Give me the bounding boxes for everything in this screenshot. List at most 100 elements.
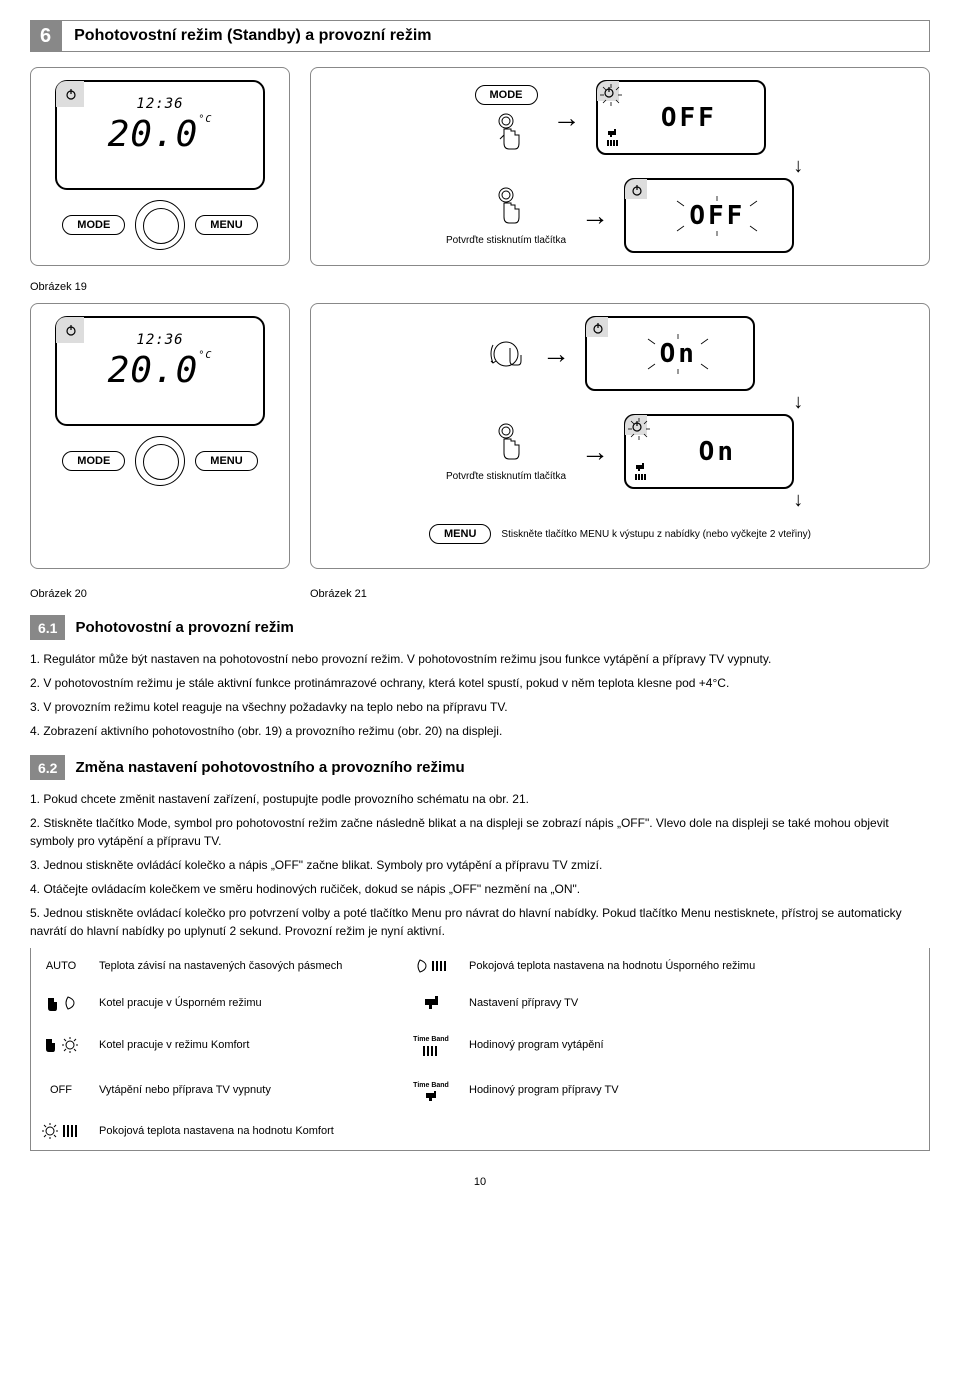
power-icon <box>65 88 77 100</box>
arrow-right-icon: → <box>581 436 609 468</box>
lcd-bottom-icons <box>606 129 620 147</box>
mode-desc: Pokojová teplota nastavena na hodnotu Ús… <box>461 948 929 984</box>
list-item: 4. Otáčejte ovládacím kolečkem ve směru … <box>30 880 930 898</box>
sunrays-icon <box>628 418 650 440</box>
empty-cell <box>461 1112 929 1150</box>
flow-diagram-top: MODE → OFF ↓ Potvrďte stisknutím tlačítk… <box>310 67 930 266</box>
lcd-temp: 20.0°C <box>108 114 213 155</box>
list-61: 1. Regulátor může být nastaven na pohoto… <box>30 650 930 740</box>
control-knob[interactable] <box>135 200 185 250</box>
control-row: MODE MENU <box>43 200 277 250</box>
mode-desc: Kotel pracuje v Úsporném režimu <box>91 984 401 1022</box>
lcd-small-on2: On <box>624 414 794 489</box>
timeband-radiator-icon: Time Band <box>401 1022 461 1068</box>
sun-radiator-icon <box>31 1112 91 1150</box>
mode-button[interactable]: MODE <box>62 451 125 471</box>
list-item: 2. V pohotovostním režimu je stále aktiv… <box>30 674 930 692</box>
empty-cell <box>401 1112 461 1150</box>
subsection-header: 6.1 Pohotovostní a provozní režim <box>30 615 930 640</box>
lcd-small-on1: On <box>585 316 755 391</box>
lcd-display: 12:36 20.0°C <box>55 80 265 190</box>
subsection-title: Změna nastavení pohotovostního a provozn… <box>65 755 474 780</box>
mode-button[interactable]: MODE <box>62 215 125 235</box>
power-icon <box>65 324 77 336</box>
flow-step-3: → On <box>323 316 917 391</box>
sunrays-icon <box>600 84 622 106</box>
list-item: 5. Jednou stiskněte ovládací kolečko pro… <box>30 904 930 940</box>
subsection-number: 6.2 <box>30 755 65 780</box>
section-title: Pohotovostní režim (Standby) a provozní … <box>61 20 930 52</box>
list-item: 1. Pokud chcete změnit nastavení zařízen… <box>30 790 930 808</box>
table-row: Pokojová teplota nastavena na hodnotu Ko… <box>31 1112 929 1150</box>
flow-diagram-bottom: → On ↓ Potvrďte stisknutím tlačítka → On <box>310 303 930 569</box>
menu-note: MENU Stiskněte tlačítko MENU k výstupu z… <box>323 524 917 544</box>
table-row: Kotel pracuje v Úsporném režimu Nastaven… <box>31 984 929 1022</box>
menu-note-text: Stiskněte tlačítko MENU k výstupu z nabí… <box>501 528 811 541</box>
radiator-icon <box>606 139 620 147</box>
power-icon <box>592 322 604 334</box>
list-item: 1. Regulátor může být nastaven na pohoto… <box>30 650 930 668</box>
blink-rays-icon <box>643 334 713 374</box>
list-item: 3. V provozním režimu kotel reaguje na v… <box>30 698 930 716</box>
arrow-down-icon: ↓ <box>679 155 917 178</box>
tap-icon <box>606 129 618 137</box>
figure-label: Obrázek 21 <box>310 588 367 600</box>
arrow-down-icon: ↓ <box>679 391 917 414</box>
hand-press-icon <box>489 111 523 151</box>
control-row: MODE MENU <box>43 436 277 486</box>
figure-label: Obrázek 20 <box>30 588 290 600</box>
hand-sun-icon <box>31 1022 91 1068</box>
lcd-on-text: On <box>699 437 736 467</box>
device-box-top: 12:36 20.0°C MODE MENU <box>30 67 290 266</box>
figure-label: Obrázek 19 <box>30 281 930 293</box>
menu-button[interactable]: MENU <box>195 215 257 235</box>
mode-desc: Nastavení přípravy TV <box>461 984 929 1022</box>
mode-desc: Vytápění nebo příprava TV vypnuty <box>91 1068 401 1112</box>
list-item: 3. Jednou stiskněte ovládácí kolečko a n… <box>30 856 930 874</box>
arrow-right-icon: → <box>553 102 581 134</box>
figure-labels-row: Obrázek 20 Obrázek 21 <box>30 584 930 600</box>
arrow-right-icon: → <box>581 200 609 232</box>
arrow-down-icon: ↓ <box>679 489 917 512</box>
radiator-icon <box>634 473 648 481</box>
lcd-time: 12:36 <box>136 96 183 112</box>
control-knob[interactable] <box>135 436 185 486</box>
lcd-temp: 20.0°C <box>108 350 213 391</box>
list-item: 4. Zobrazení aktivního pohotovostního (o… <box>30 722 930 740</box>
mode-desc: Hodinový program vytápění <box>461 1022 929 1068</box>
blink-rays-icon <box>672 196 762 236</box>
lcd-small-off1: OFF <box>596 80 766 155</box>
list-62: 1. Pokud chcete změnit nastavení zařízen… <box>30 790 930 940</box>
flow-step-2: Potvrďte stisknutím tlačítka → OFF <box>323 178 917 253</box>
mode-desc: Pokojová teplota nastavena na hodnotu Ko… <box>91 1112 401 1150</box>
arrow-right-icon: → <box>542 338 570 370</box>
mode-button-flow[interactable]: MODE <box>475 85 538 105</box>
lcd-bottom-icons <box>634 463 648 481</box>
flow-step-4: Potvrďte stisknutím tlačítka → On <box>323 414 917 489</box>
device-box-bottom: 12:36 20.0°C MODE MENU <box>30 303 290 569</box>
table-row: OFF Vytápění nebo příprava TV vypnuty Ti… <box>31 1068 929 1112</box>
lcd-time: 12:36 <box>136 332 183 348</box>
diagram-row-2: 12:36 20.0°C MODE MENU → On ↓ <box>30 303 930 569</box>
diagram-row-1: 12:36 20.0°C MODE MENU MODE → OFF <box>30 67 930 266</box>
hand-press-icon <box>489 185 523 225</box>
timeband-tap-icon: Time Band <box>401 1068 461 1112</box>
tap-icon <box>401 984 461 1022</box>
subsection-title: Pohotovostní a provozní režim <box>65 615 303 640</box>
lcd-display: 12:36 20.0°C <box>55 316 265 426</box>
lcd-small-off2: OFF <box>624 178 794 253</box>
confirm-label: Potvrďte stisknutím tlačítka <box>446 235 566 247</box>
menu-button[interactable]: MENU <box>195 451 257 471</box>
power-icon <box>631 184 643 196</box>
mode-icon-off: OFF <box>31 1068 91 1112</box>
mode-desc: Hodinový program přípravy TV <box>461 1068 929 1112</box>
section-number: 6 <box>30 20 61 52</box>
table-row: Kotel pracuje v režimu Komfort Time Band… <box>31 1022 929 1068</box>
subsection-number: 6.1 <box>30 615 65 640</box>
menu-button[interactable]: MENU <box>429 524 491 544</box>
mode-desc: Teplota závisí na nastavených časových p… <box>91 948 401 984</box>
lcd-off-text: OFF <box>661 103 717 133</box>
tap-icon <box>634 463 646 471</box>
hand-turn-icon <box>485 333 527 375</box>
hand-moon-icon <box>31 984 91 1022</box>
